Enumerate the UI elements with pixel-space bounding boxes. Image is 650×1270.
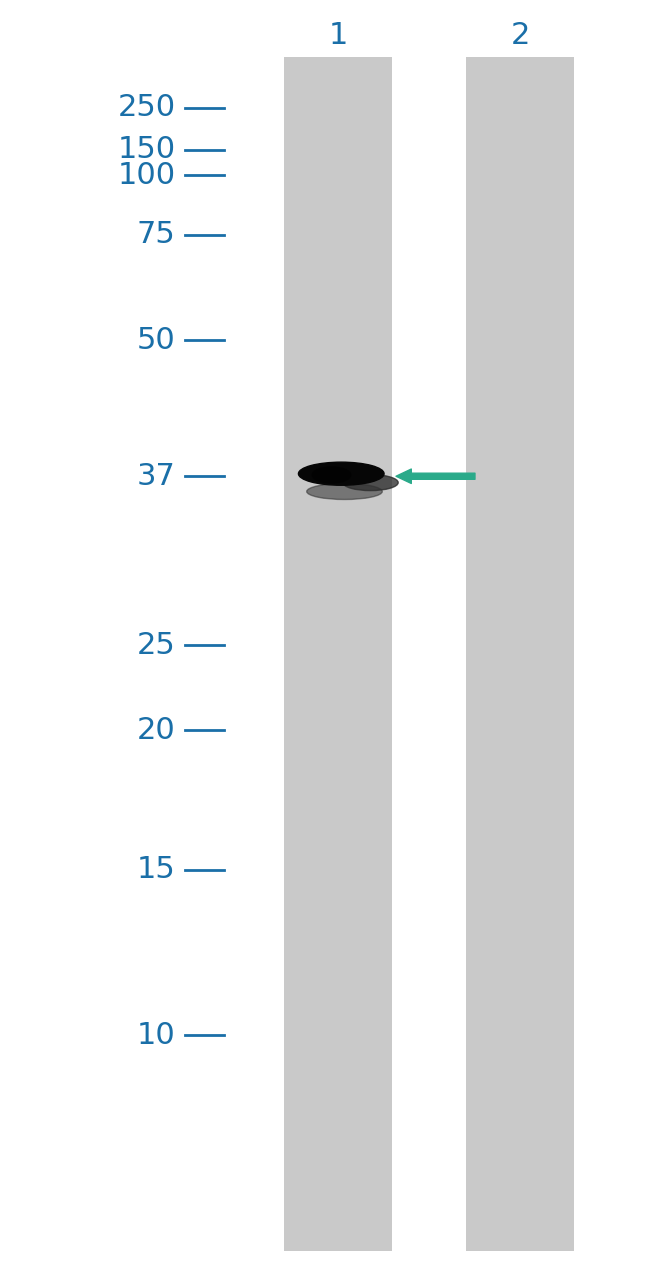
Text: 150: 150 xyxy=(118,136,176,164)
Text: 20: 20 xyxy=(136,716,176,744)
Text: 15: 15 xyxy=(136,856,176,884)
Ellipse shape xyxy=(313,467,350,483)
Text: 37: 37 xyxy=(136,462,176,490)
Ellipse shape xyxy=(343,475,398,490)
Bar xyxy=(467,57,573,1251)
Text: 75: 75 xyxy=(136,221,176,249)
Text: 50: 50 xyxy=(136,326,176,354)
Ellipse shape xyxy=(298,462,384,485)
Text: 250: 250 xyxy=(118,94,176,122)
Text: 1: 1 xyxy=(328,22,348,50)
Text: 100: 100 xyxy=(118,161,176,189)
Text: 10: 10 xyxy=(136,1021,176,1049)
Ellipse shape xyxy=(307,484,382,499)
Text: 2: 2 xyxy=(510,22,530,50)
Bar xyxy=(285,57,391,1251)
Text: 25: 25 xyxy=(136,631,176,659)
